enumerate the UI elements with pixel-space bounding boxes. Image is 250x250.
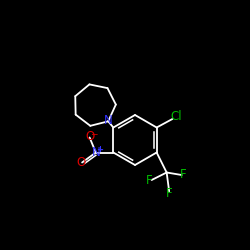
Text: F: F (166, 187, 172, 200)
Text: Cl: Cl (171, 110, 182, 124)
Text: F: F (180, 168, 187, 181)
Text: N: N (92, 146, 100, 159)
Text: N: N (104, 114, 112, 126)
Text: +: + (96, 145, 103, 154)
Text: O: O (76, 156, 86, 169)
Text: F: F (146, 174, 153, 186)
Text: −: − (90, 129, 98, 138)
Text: O: O (85, 130, 94, 143)
